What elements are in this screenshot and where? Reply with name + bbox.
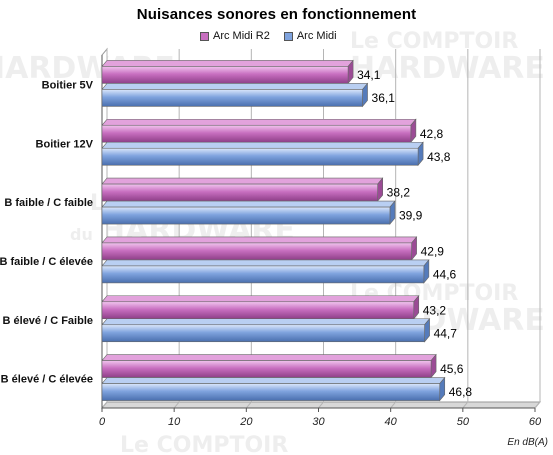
bar-top-face	[101, 60, 354, 67]
bar	[101, 147, 419, 166]
bar	[101, 242, 412, 261]
x-axis-label: En dB(A)	[507, 437, 548, 448]
bar	[101, 383, 441, 401]
data-label: 43,8	[427, 150, 451, 164]
category-label: B élevé / C Faible	[3, 315, 93, 327]
gridline	[534, 49, 541, 409]
gridline	[245, 49, 252, 409]
x-tick-label: 40	[385, 416, 398, 428]
bar	[101, 206, 391, 225]
category-label: Boitier 5V	[42, 79, 94, 91]
legend-swatch-series-1	[200, 31, 209, 41]
bar-top-face	[101, 318, 431, 326]
watermark-text: du	[70, 225, 93, 244]
legend-swatch-series-2	[283, 31, 293, 41]
data-label: 42,9	[421, 244, 445, 258]
bar	[101, 301, 415, 320]
x-tick-label: 30	[312, 416, 325, 428]
bar-top-face	[101, 236, 418, 244]
data-label: 38,2	[387, 186, 411, 200]
bar	[101, 360, 432, 378]
bar-top-face	[101, 118, 417, 126]
x-tick-label: 60	[529, 416, 542, 428]
data-label: 45,6	[440, 362, 464, 376]
data-label: 46,8	[449, 385, 473, 399]
chart-title: Nuisances sonores en fonctionnement	[136, 6, 417, 23]
watermark-text: Le COMPTOIR	[120, 433, 288, 455]
bar-top-face	[101, 354, 437, 361]
bar	[101, 89, 363, 107]
bar-top-face	[101, 259, 430, 267]
bar-top-face	[101, 200, 396, 208]
bar	[101, 183, 378, 202]
category-label: B élevé / C élevée	[1, 374, 93, 386]
legend-label-series-2: Arc Midi	[296, 30, 337, 42]
category-label: B faible / C faible	[4, 197, 93, 209]
x-tick-label: 50	[457, 416, 470, 428]
bar-top-face	[101, 141, 424, 149]
x-tick-label: 10	[168, 416, 181, 428]
data-label: 34,1	[357, 68, 381, 82]
bar-top-face	[101, 177, 384, 185]
bar-top-face	[101, 295, 420, 303]
legend-item-series-1: Arc Midi R2	[200, 30, 270, 42]
legend-label-series-1: Arc Midi R2	[213, 30, 270, 42]
data-label: 43,2	[423, 303, 447, 317]
x-tick-label: 20	[239, 416, 253, 428]
bar	[101, 324, 425, 343]
legend-item-series-2: Arc Midi	[283, 30, 337, 42]
gridline	[462, 49, 469, 409]
data-label: 36,1	[372, 91, 396, 105]
bar-top-face	[101, 83, 369, 90]
legend: Arc Midi R2 Arc Midi	[200, 29, 351, 43]
watermark-text: HARDWARE	[350, 51, 545, 86]
data-label: 42,8	[420, 127, 444, 141]
category-label: B faible / C élevée	[0, 256, 93, 268]
data-label: 44,7	[434, 326, 458, 340]
gridline	[390, 49, 397, 409]
bar-top-face	[101, 377, 446, 384]
gridline	[101, 49, 108, 409]
bar	[101, 265, 425, 284]
data-label: 39,9	[399, 209, 423, 223]
x-tick-label: 0	[99, 416, 106, 428]
data-label: 44,6	[433, 267, 457, 281]
gridline	[318, 49, 324, 409]
bar	[101, 124, 412, 143]
bar	[101, 66, 349, 84]
category-label: Boitier 12V	[36, 138, 94, 150]
watermark-text: Le COMPTOIR	[350, 29, 518, 54]
gridline	[173, 49, 180, 409]
